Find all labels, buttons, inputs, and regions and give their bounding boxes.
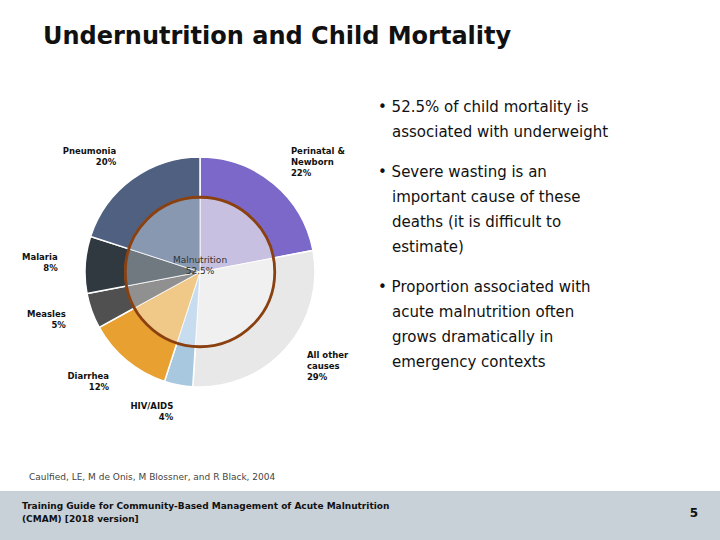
- category-label: Pneumonia: [63, 146, 117, 156]
- category-label-line: Measles: [27, 309, 66, 319]
- category-label-line: All other: [307, 350, 349, 360]
- category-label: HIV/AIDS: [130, 401, 173, 411]
- data-label: 29%: [307, 372, 328, 382]
- footer-line: Training Guide for Community-Based Manag…: [22, 501, 389, 511]
- bullet-line: grows dramatically in: [392, 328, 553, 346]
- category-label: Diarrhea: [67, 371, 109, 381]
- bullet-line: important cause of these: [392, 188, 581, 206]
- category-label: Perinatal &Newborn: [291, 146, 346, 167]
- category-label-line: Pneumonia: [63, 146, 117, 156]
- page-number: 5: [690, 506, 698, 520]
- bullet-line: • Proportion associated with: [378, 278, 591, 296]
- bullets: • 52.5% of child mortality is associated …: [378, 98, 608, 371]
- category-label: Malaria: [22, 252, 58, 262]
- data-label: 8%: [43, 263, 58, 273]
- center-label-line: Malnutrition: [173, 255, 227, 265]
- data-label: 5%: [51, 320, 66, 330]
- bullet-line: • 52.5% of child mortality is: [378, 98, 589, 116]
- category-label-line: Perinatal &: [291, 146, 346, 156]
- inner-border: [125, 197, 275, 347]
- bullet-line: emergency contexts: [392, 353, 546, 371]
- bullet-line: deaths (it is difficult to: [392, 213, 561, 231]
- chart: Undernutrition and Child Mortality Malnut…: [0, 0, 720, 540]
- source: Caulfied, LE, M de Onis, M Blossner, and…: [29, 472, 276, 482]
- category-label-line: causes: [307, 361, 340, 371]
- title: Undernutrition and Child Mortality: [43, 22, 512, 50]
- category-label: Measles: [27, 309, 66, 319]
- data-label: 12%: [89, 382, 110, 392]
- data-label: 22%: [291, 168, 312, 178]
- category-label-line: Diarrhea: [67, 371, 109, 381]
- data-label: 4%: [159, 412, 174, 422]
- category-label-line: Newborn: [291, 157, 334, 167]
- category-label: All othercauses: [307, 350, 349, 371]
- bullet-line: • Severe wasting is an: [378, 163, 547, 181]
- pie: Malnutrition52.5% Perinatal &Newborn22% Al…: [22, 146, 349, 422]
- footer: Training Guide for Community-Based Manag…: [22, 501, 389, 524]
- bullet-line: estimate): [392, 238, 464, 256]
- footer-line: (CMAM) [2018 version]: [22, 514, 139, 524]
- labels: Perinatal &Newborn22% All othercauses29% H…: [22, 146, 349, 422]
- bullet-line: acute malnutrition often: [392, 303, 574, 321]
- inner-pie: [125, 197, 274, 346]
- center-label: Malnutrition52.5%: [173, 255, 227, 276]
- category-label-line: Malaria: [22, 252, 58, 262]
- data-label: 20%: [96, 157, 117, 167]
- bullet-line: associated with underweight: [392, 123, 608, 141]
- footer-bar: [0, 491, 720, 540]
- outer-ring: [85, 157, 315, 387]
- category-label-line: HIV/AIDS: [130, 401, 173, 411]
- center-label-line: 52.5%: [186, 266, 215, 276]
